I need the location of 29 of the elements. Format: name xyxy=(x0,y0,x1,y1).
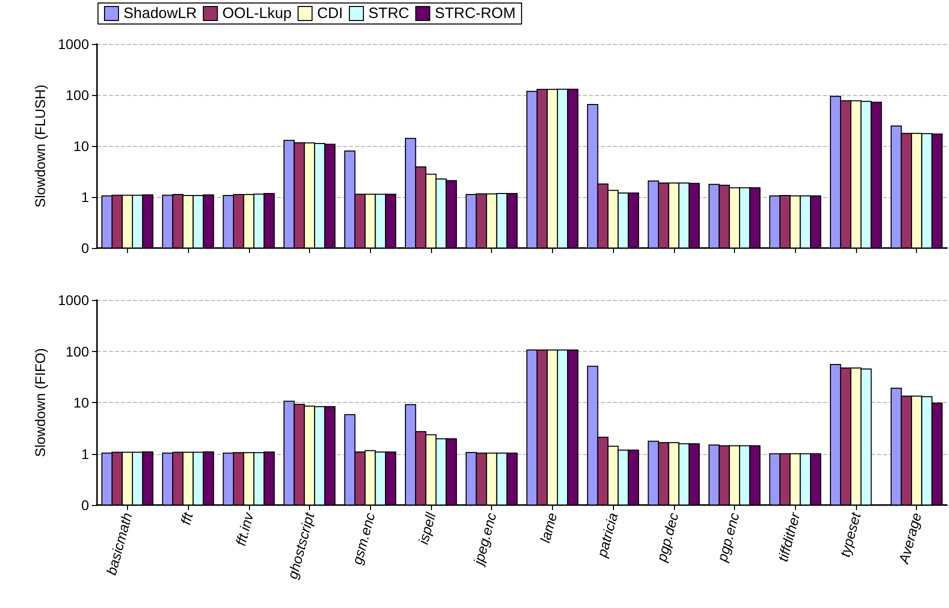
y-tick-label: 0 xyxy=(81,240,90,256)
x-tick-label: patricia xyxy=(593,510,621,560)
legend-label: CDI xyxy=(317,5,343,22)
legend-label: ShadowLR xyxy=(124,5,198,22)
x-tick-label: ispell xyxy=(414,510,439,546)
x-tick-label: tiffdither xyxy=(774,510,804,564)
x-tick-label: fft xyxy=(177,510,196,526)
legend-label: STRC-ROM xyxy=(434,5,516,22)
x-tick-label: gsm.enc xyxy=(348,510,378,566)
y-tick-label: 10 xyxy=(73,138,90,154)
y-tick-label: 1 xyxy=(81,189,90,205)
y-tick-label: 1 xyxy=(81,446,90,462)
x-tick-label: pgp.dec xyxy=(652,510,682,564)
x-tick-label: pgp.enc xyxy=(714,510,742,564)
y-tick-label: 100 xyxy=(66,343,90,360)
x-tick-label: lame xyxy=(536,510,560,544)
x-tick-label: typeset xyxy=(836,510,864,559)
y-tick-label: 100 xyxy=(66,87,90,103)
y-tick-label: 1000 xyxy=(58,292,90,308)
y-tick-label: 0 xyxy=(81,497,90,513)
legend-label: OOL-Lkup xyxy=(222,5,292,22)
x-tick-label: Average xyxy=(895,510,924,566)
y-axis-title: Slowdown (FIFO) xyxy=(32,348,48,457)
x-tick-label: fft.inv xyxy=(232,510,257,548)
legend-label: STRC xyxy=(368,5,410,22)
y-axis-title: Slowdown (FLUSH) xyxy=(32,84,48,208)
x-tick-label: jpeg.enc xyxy=(470,510,500,568)
y-tick-label: 10 xyxy=(73,394,90,410)
y-tick-label: 1000 xyxy=(58,36,90,52)
